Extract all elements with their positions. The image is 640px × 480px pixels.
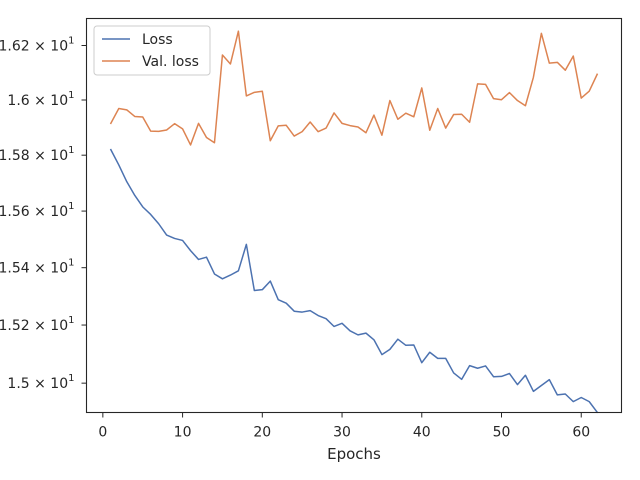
x-tick-label: 20 [253, 425, 271, 441]
y-tick-label: 1.5 × 101 [7, 373, 74, 392]
legend-label-loss: Loss [142, 32, 173, 48]
y-tick-label: 1.62 × 101 [0, 35, 75, 54]
x-tick-label: 50 [493, 425, 511, 441]
series-line-loss [109, 148, 599, 414]
x-tick-label: 30 [333, 425, 351, 441]
series-line-val-loss [109, 30, 599, 146]
y-tick-label: 1.56 × 101 [0, 201, 75, 220]
legend-label-val-loss: Val. loss [142, 54, 199, 70]
y-tick-label: 1.54 × 101 [0, 258, 75, 277]
series-layer [109, 30, 599, 414]
x-tick-label: 40 [413, 425, 431, 441]
x-tick-label: 10 [174, 425, 192, 441]
y-tick-label: 1.52 × 101 [0, 315, 75, 334]
y-tick-label: 1.6 × 101 [7, 90, 74, 109]
x-axis-label: Epochs [327, 445, 381, 463]
x-tick-label: 0 [98, 425, 107, 441]
legend: Loss Val. loss [93, 25, 211, 76]
y-tick-label: 1.58 × 101 [0, 145, 75, 164]
plot-frame [85, 17, 623, 414]
x-tick-label: 60 [572, 425, 590, 441]
x-axis: 0 10 20 30 40 50 60 [98, 412, 590, 441]
y-axis: 1.5 × 101 1.52 × 101 1.54 × 101 1.56 × 101 1… [0, 35, 87, 392]
